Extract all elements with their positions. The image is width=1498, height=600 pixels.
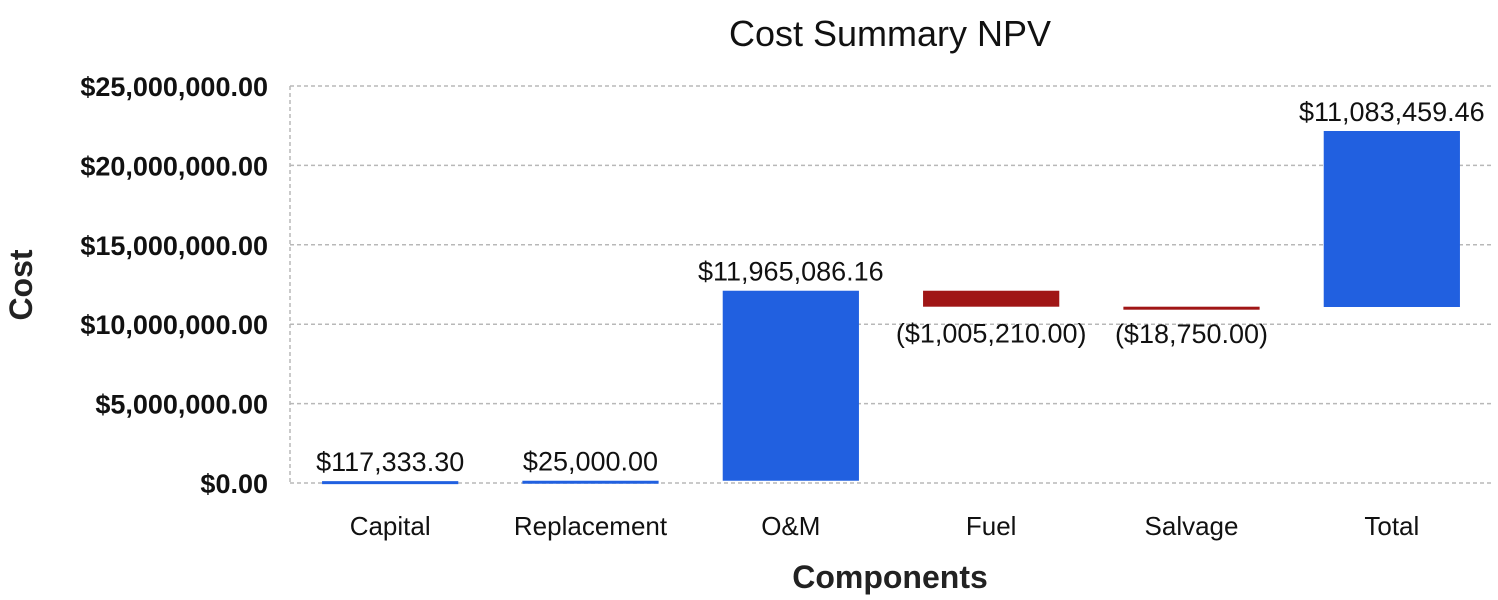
data-label: $25,000.00 <box>523 447 658 477</box>
bar-salvage <box>1123 306 1260 310</box>
data-label: $11,083,459.46 <box>1299 97 1485 127</box>
data-label: $11,965,086.16 <box>698 257 884 287</box>
y-tick-label: $15,000,000.00 <box>80 231 268 261</box>
x-tick-label: O&M <box>761 511 820 541</box>
y-tick-label: $10,000,000.00 <box>80 310 268 340</box>
data-labels: $117,333.30 $25,000.00 $11,965,086.16 ($1,0… <box>316 97 1485 477</box>
x-axis-categories: Capital Replacement O&M Fuel Salvage Total <box>350 511 1420 541</box>
grid-lines <box>289 85 1492 484</box>
bar-replacement <box>522 480 659 484</box>
x-tick-label: Fuel <box>966 511 1017 541</box>
y-tick-label: $20,000,000.00 <box>80 151 268 181</box>
x-tick-label: Capital <box>350 511 431 541</box>
bars <box>322 130 1460 485</box>
y-tick-label: $25,000,000.00 <box>80 72 268 102</box>
bar-fuel <box>923 290 1060 307</box>
bar-total <box>1323 130 1460 307</box>
x-tick-label: Salvage <box>1145 511 1239 541</box>
bar-capital <box>322 481 459 485</box>
y-tick-label: $5,000,000.00 <box>95 390 268 420</box>
chart-title: Cost Summary NPV <box>729 13 1051 54</box>
data-label: $117,333.30 <box>316 447 464 477</box>
x-tick-label: Total <box>1364 511 1419 541</box>
y-tick-label: $0.00 <box>200 469 268 499</box>
data-label: ($1,005,210.00) <box>896 319 1087 349</box>
x-tick-label: Replacement <box>514 511 668 541</box>
data-label: ($18,750.00) <box>1115 319 1268 349</box>
y-axis-label: Cost <box>3 249 39 320</box>
y-axis-ticks: $0.00 $5,000,000.00 $10,000,000.00 $15,000,… <box>80 72 268 499</box>
x-axis-label: Components <box>792 559 988 595</box>
bar-o-m <box>722 290 859 481</box>
